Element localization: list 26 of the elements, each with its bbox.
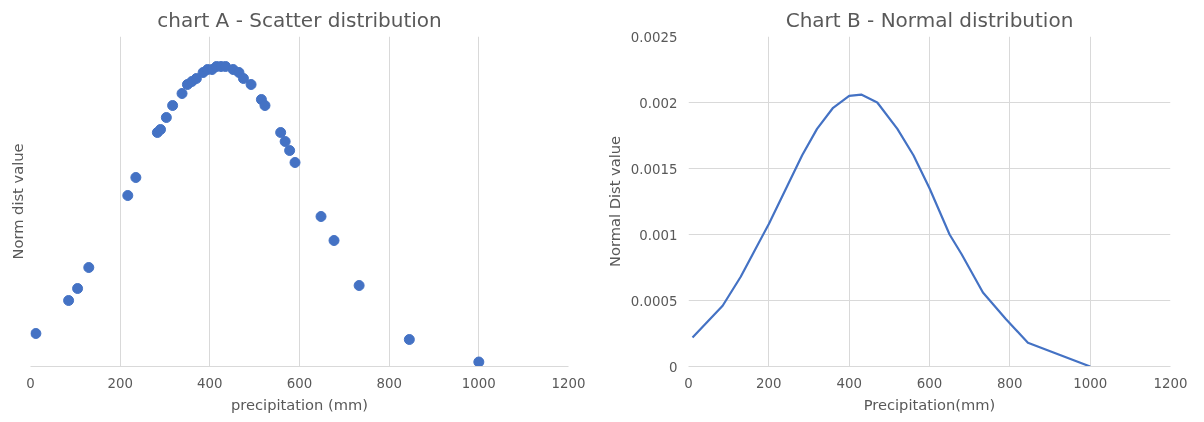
x-axis-title: Precipitation(mm) (863, 395, 996, 413)
x-tick-label: 1200 (551, 375, 586, 391)
x-tick-label: 400 (197, 375, 223, 391)
x-tick-label: 600 (916, 375, 943, 391)
y-tick-label: 0.0015 (630, 161, 678, 177)
x-tick-label: 200 (756, 375, 782, 391)
y-axis-title: Norm dist value (8, 143, 26, 260)
x-tick-label: 0 (26, 375, 35, 391)
y-axis-title: Normal Dist value (605, 135, 623, 268)
chart-title: Chart B - Normal distribution (785, 7, 1074, 32)
x-tick-label: 800 (997, 375, 1023, 391)
y-tick-label: 0.0005 (630, 293, 678, 309)
y-tick-label: 0 (669, 359, 678, 375)
x-axis-title: precipitation (mm) (231, 395, 368, 413)
y-tick-label: 0.001 (639, 227, 678, 243)
x-tick-label: 600 (286, 375, 313, 391)
y-tick-label: 0.002 (639, 95, 678, 111)
y-tick-label: 0.0025 (630, 29, 678, 45)
x-tick-label: 1000 (1073, 375, 1108, 391)
x-tick-label: 1000 (461, 375, 496, 391)
x-tick-label: 0 (684, 375, 693, 391)
x-tick-label: 200 (107, 375, 133, 391)
x-tick-label: 800 (376, 375, 402, 391)
x-tick-label: 1200 (1153, 375, 1188, 391)
chart-title: chart A - Scatter distribution (157, 7, 442, 32)
x-tick-label: 400 (836, 375, 862, 391)
